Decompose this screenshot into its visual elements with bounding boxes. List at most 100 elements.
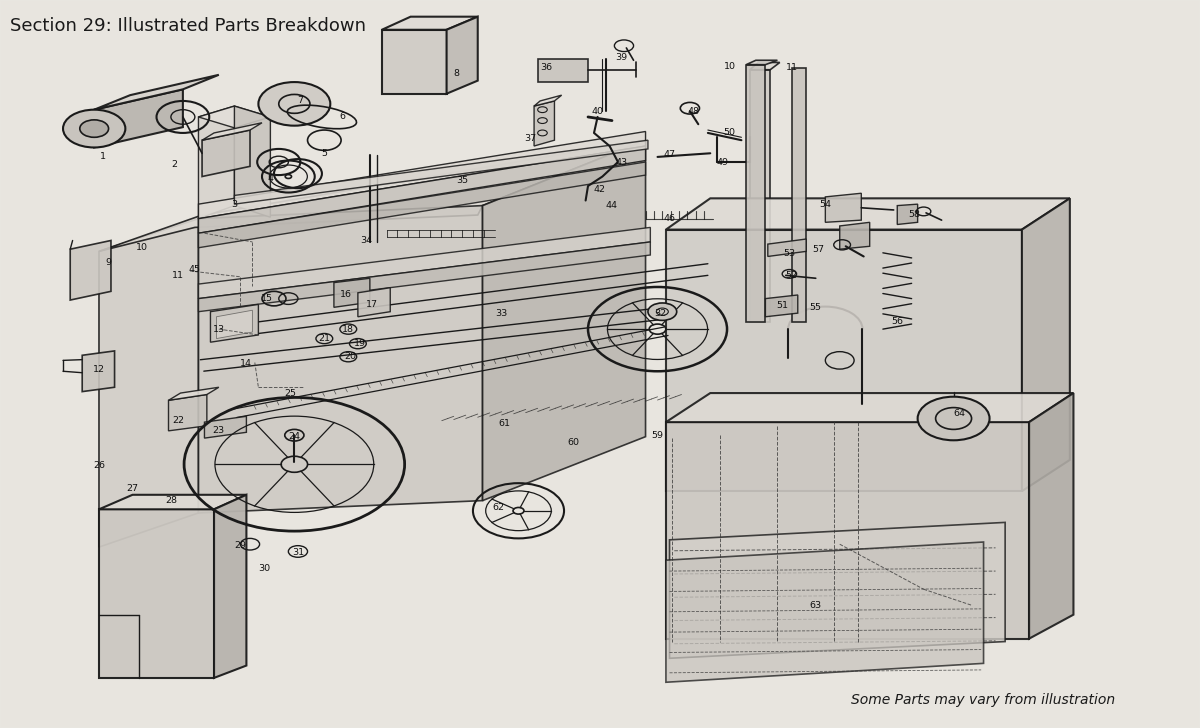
- Polygon shape: [334, 278, 370, 307]
- Polygon shape: [198, 227, 650, 298]
- Text: 33: 33: [496, 309, 508, 317]
- Text: 4: 4: [268, 174, 274, 183]
- Text: 16: 16: [340, 290, 352, 299]
- Text: 42: 42: [594, 185, 606, 194]
- Polygon shape: [538, 59, 588, 82]
- Polygon shape: [382, 17, 478, 30]
- Text: 40: 40: [592, 106, 604, 116]
- Circle shape: [648, 303, 677, 320]
- Text: 26: 26: [92, 462, 104, 470]
- Text: 57: 57: [812, 245, 824, 253]
- Polygon shape: [198, 106, 270, 128]
- Polygon shape: [792, 68, 806, 322]
- Text: 43: 43: [616, 157, 628, 167]
- Text: 29: 29: [234, 541, 246, 550]
- Polygon shape: [666, 198, 1070, 229]
- Polygon shape: [198, 146, 646, 233]
- Polygon shape: [94, 90, 182, 148]
- Polygon shape: [98, 218, 198, 547]
- Polygon shape: [198, 132, 646, 218]
- Polygon shape: [198, 106, 234, 218]
- Text: 25: 25: [284, 389, 296, 397]
- Text: 11: 11: [172, 271, 184, 280]
- Text: 34: 34: [360, 236, 372, 245]
- Text: 39: 39: [616, 53, 628, 62]
- Polygon shape: [898, 204, 918, 224]
- Polygon shape: [482, 141, 646, 501]
- Text: Section 29: Illustrated Parts Breakdown: Section 29: Illustrated Parts Breakdown: [11, 17, 366, 35]
- Text: 10: 10: [724, 62, 736, 71]
- Polygon shape: [534, 101, 554, 146]
- Text: 7: 7: [298, 97, 304, 106]
- Circle shape: [64, 110, 125, 148]
- Text: 53: 53: [784, 249, 796, 258]
- Text: 28: 28: [164, 496, 176, 505]
- Polygon shape: [98, 495, 246, 510]
- Text: 19: 19: [354, 339, 366, 348]
- Polygon shape: [1030, 393, 1074, 638]
- Text: 46: 46: [664, 214, 676, 223]
- Text: 62: 62: [492, 503, 504, 513]
- Polygon shape: [202, 123, 262, 141]
- Text: 24: 24: [288, 432, 300, 441]
- Polygon shape: [198, 205, 482, 513]
- Text: 54: 54: [820, 199, 832, 209]
- Polygon shape: [71, 240, 110, 300]
- Text: 37: 37: [524, 134, 536, 143]
- Text: 12: 12: [92, 365, 104, 374]
- Text: 23: 23: [212, 427, 224, 435]
- Text: 60: 60: [568, 438, 580, 447]
- Polygon shape: [666, 393, 1074, 422]
- Polygon shape: [234, 106, 270, 217]
- Polygon shape: [446, 17, 478, 94]
- Text: 9: 9: [106, 258, 112, 266]
- Polygon shape: [666, 542, 984, 682]
- Text: 50: 50: [724, 128, 736, 138]
- Polygon shape: [766, 295, 798, 317]
- Text: 45: 45: [188, 265, 200, 274]
- Polygon shape: [82, 351, 114, 392]
- Circle shape: [918, 397, 990, 440]
- Text: 10: 10: [136, 243, 148, 252]
- Polygon shape: [750, 63, 780, 70]
- Text: 5: 5: [322, 149, 328, 158]
- Text: 27: 27: [126, 484, 138, 494]
- Polygon shape: [534, 95, 562, 106]
- Text: 49: 49: [716, 157, 728, 167]
- Text: 11: 11: [786, 63, 798, 72]
- Text: 13: 13: [212, 325, 224, 333]
- Polygon shape: [216, 310, 252, 339]
- Polygon shape: [98, 141, 646, 251]
- Polygon shape: [666, 229, 1022, 491]
- Text: 51: 51: [776, 301, 788, 310]
- Text: 2: 2: [172, 159, 178, 169]
- Polygon shape: [198, 162, 646, 248]
- Text: 17: 17: [366, 300, 378, 309]
- Polygon shape: [168, 387, 218, 400]
- Text: Some Parts may vary from illustration: Some Parts may vary from illustration: [852, 693, 1116, 707]
- Polygon shape: [234, 141, 648, 204]
- Polygon shape: [1022, 198, 1070, 491]
- Polygon shape: [98, 510, 214, 678]
- Text: 48: 48: [688, 106, 700, 116]
- Text: 52: 52: [786, 271, 798, 280]
- Polygon shape: [198, 242, 650, 312]
- Circle shape: [258, 82, 330, 126]
- Circle shape: [80, 120, 108, 138]
- Polygon shape: [670, 523, 1006, 658]
- Text: 1: 1: [100, 152, 106, 162]
- Polygon shape: [768, 239, 806, 256]
- Text: 63: 63: [810, 601, 822, 610]
- Polygon shape: [840, 222, 870, 249]
- Polygon shape: [826, 193, 862, 222]
- Polygon shape: [746, 65, 766, 322]
- Text: 56: 56: [892, 317, 904, 326]
- Polygon shape: [202, 130, 250, 176]
- Polygon shape: [750, 70, 770, 322]
- Text: 59: 59: [652, 431, 664, 440]
- Text: 18: 18: [342, 325, 354, 333]
- Text: 47: 47: [664, 150, 676, 159]
- Polygon shape: [358, 288, 390, 317]
- Text: 64: 64: [954, 409, 966, 418]
- Text: 35: 35: [456, 176, 468, 186]
